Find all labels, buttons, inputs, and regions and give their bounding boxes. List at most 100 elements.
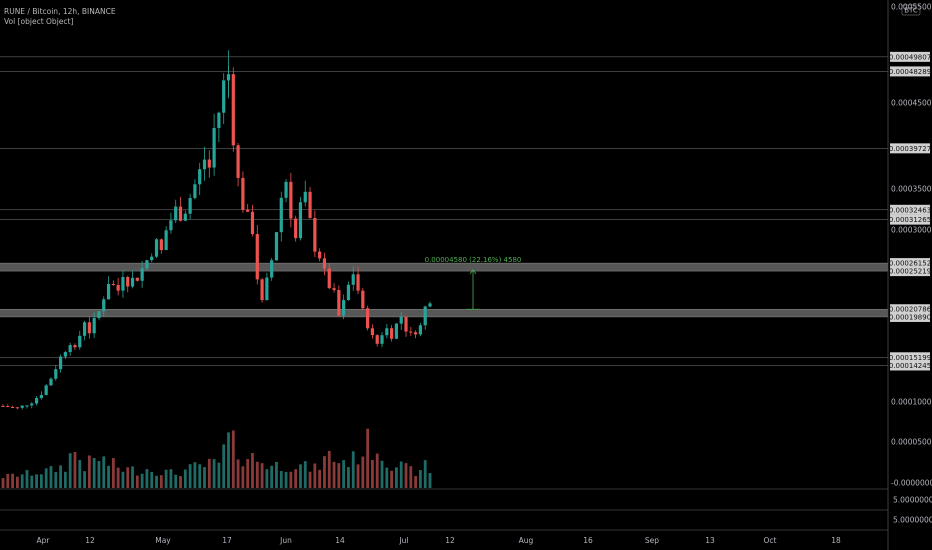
candle [279,191,283,242]
candle [409,326,413,336]
level-price-label: 0.00020786 [889,304,932,315]
volume-bar [155,475,158,488]
volume-bar [44,468,48,488]
currency-badge[interactable]: BTC [904,7,918,15]
volume-bar [63,471,67,488]
measure-arrow [466,269,480,310]
volume-bar [299,464,302,488]
level-price-label: 0.00019890 [889,311,931,322]
legend-volume[interactable]: Vol [object Object] [4,17,74,26]
candle [327,263,331,290]
candle [414,330,418,339]
volume-bar [92,458,96,488]
candle [236,143,240,187]
candle [418,322,423,337]
volume-bar [265,469,269,488]
candle [370,324,375,339]
candle [130,270,135,289]
volume-bar [30,475,34,488]
volume-bar [246,458,250,488]
candle [121,270,125,298]
candle [361,287,365,311]
volume-bar [318,469,322,488]
candle [217,111,221,143]
candles [1,50,432,410]
time-tick-label: 17 [222,536,232,545]
candle [385,323,389,339]
volume-bar [227,432,230,488]
legend-symbol-title[interactable]: RUNE / Bitcoin, 12h, BINANCE [4,7,116,16]
candle [212,113,216,176]
horizontal-levels [0,56,888,366]
volume-bar [78,460,82,488]
volume-bar [255,461,259,488]
volume-bar [145,469,149,488]
candle [337,285,341,317]
svg-text:0.00014245: 0.00014245 [889,362,931,370]
volume-bar [193,462,197,488]
candle [260,277,264,303]
candle [318,248,322,262]
candle [6,404,10,408]
volume-bar [126,467,130,488]
volume-bar [342,460,346,488]
candle [159,238,163,254]
candle [73,343,77,350]
volume-bar [20,474,24,488]
candle [39,391,43,400]
volume-bar [423,460,427,488]
candle [250,204,255,237]
volume-bar [361,456,365,488]
candle [78,330,82,350]
grid [0,488,932,531]
volume-bar [236,459,240,488]
candle [246,203,250,213]
price-zone[interactable] [0,309,888,317]
candle [30,402,34,409]
time-axis[interactable]: Apr 12 May 17 Jun 14 Jul 12 Aug 16 Sep 13 Oct 18 [37,536,841,545]
measure-label: 0.00004580 (22.16%) 4580 [425,256,522,264]
candle [145,259,149,271]
candle [87,317,91,339]
candle [92,312,96,338]
candle [111,280,115,286]
volume-bar [390,470,394,488]
price-zone[interactable] [0,263,888,272]
volume-bars [1,428,432,488]
volume-bar [289,471,293,488]
volume-bar [116,467,120,488]
level-price-label: 0.00014245 [889,360,931,371]
candle [10,405,15,409]
volume-bar [409,466,413,488]
volume-bar [207,458,211,488]
time-tick-label: 16 [583,536,593,545]
candle [135,277,139,282]
candle [404,316,408,337]
candle [68,342,72,356]
candle [428,301,432,308]
candle [193,179,197,200]
candle [82,320,87,341]
volume-bar [414,476,418,488]
volume-bar [131,466,134,488]
svg-text:0.00049807: 0.00049807 [889,53,931,61]
svg-text:0.00032463: 0.00032463 [889,206,931,214]
volume-bar [327,450,331,488]
measure-tool[interactable]: 0.00004580 (22.16%) 4580 [425,256,522,310]
price-tick-label: 0.00035000 [891,185,932,194]
candle [346,281,351,301]
level-price-label: 0.00015199 [889,352,931,363]
candle [20,405,24,410]
level-price-label: 0.00048289 [889,66,931,77]
price-tick-label: 0.00005000 [891,438,932,447]
volume-bar [366,428,370,488]
volume-bar [222,444,226,488]
volume-bar [323,456,326,488]
volume-bar [385,467,389,488]
candle [150,253,154,263]
candle [322,252,327,276]
candle [351,266,355,291]
